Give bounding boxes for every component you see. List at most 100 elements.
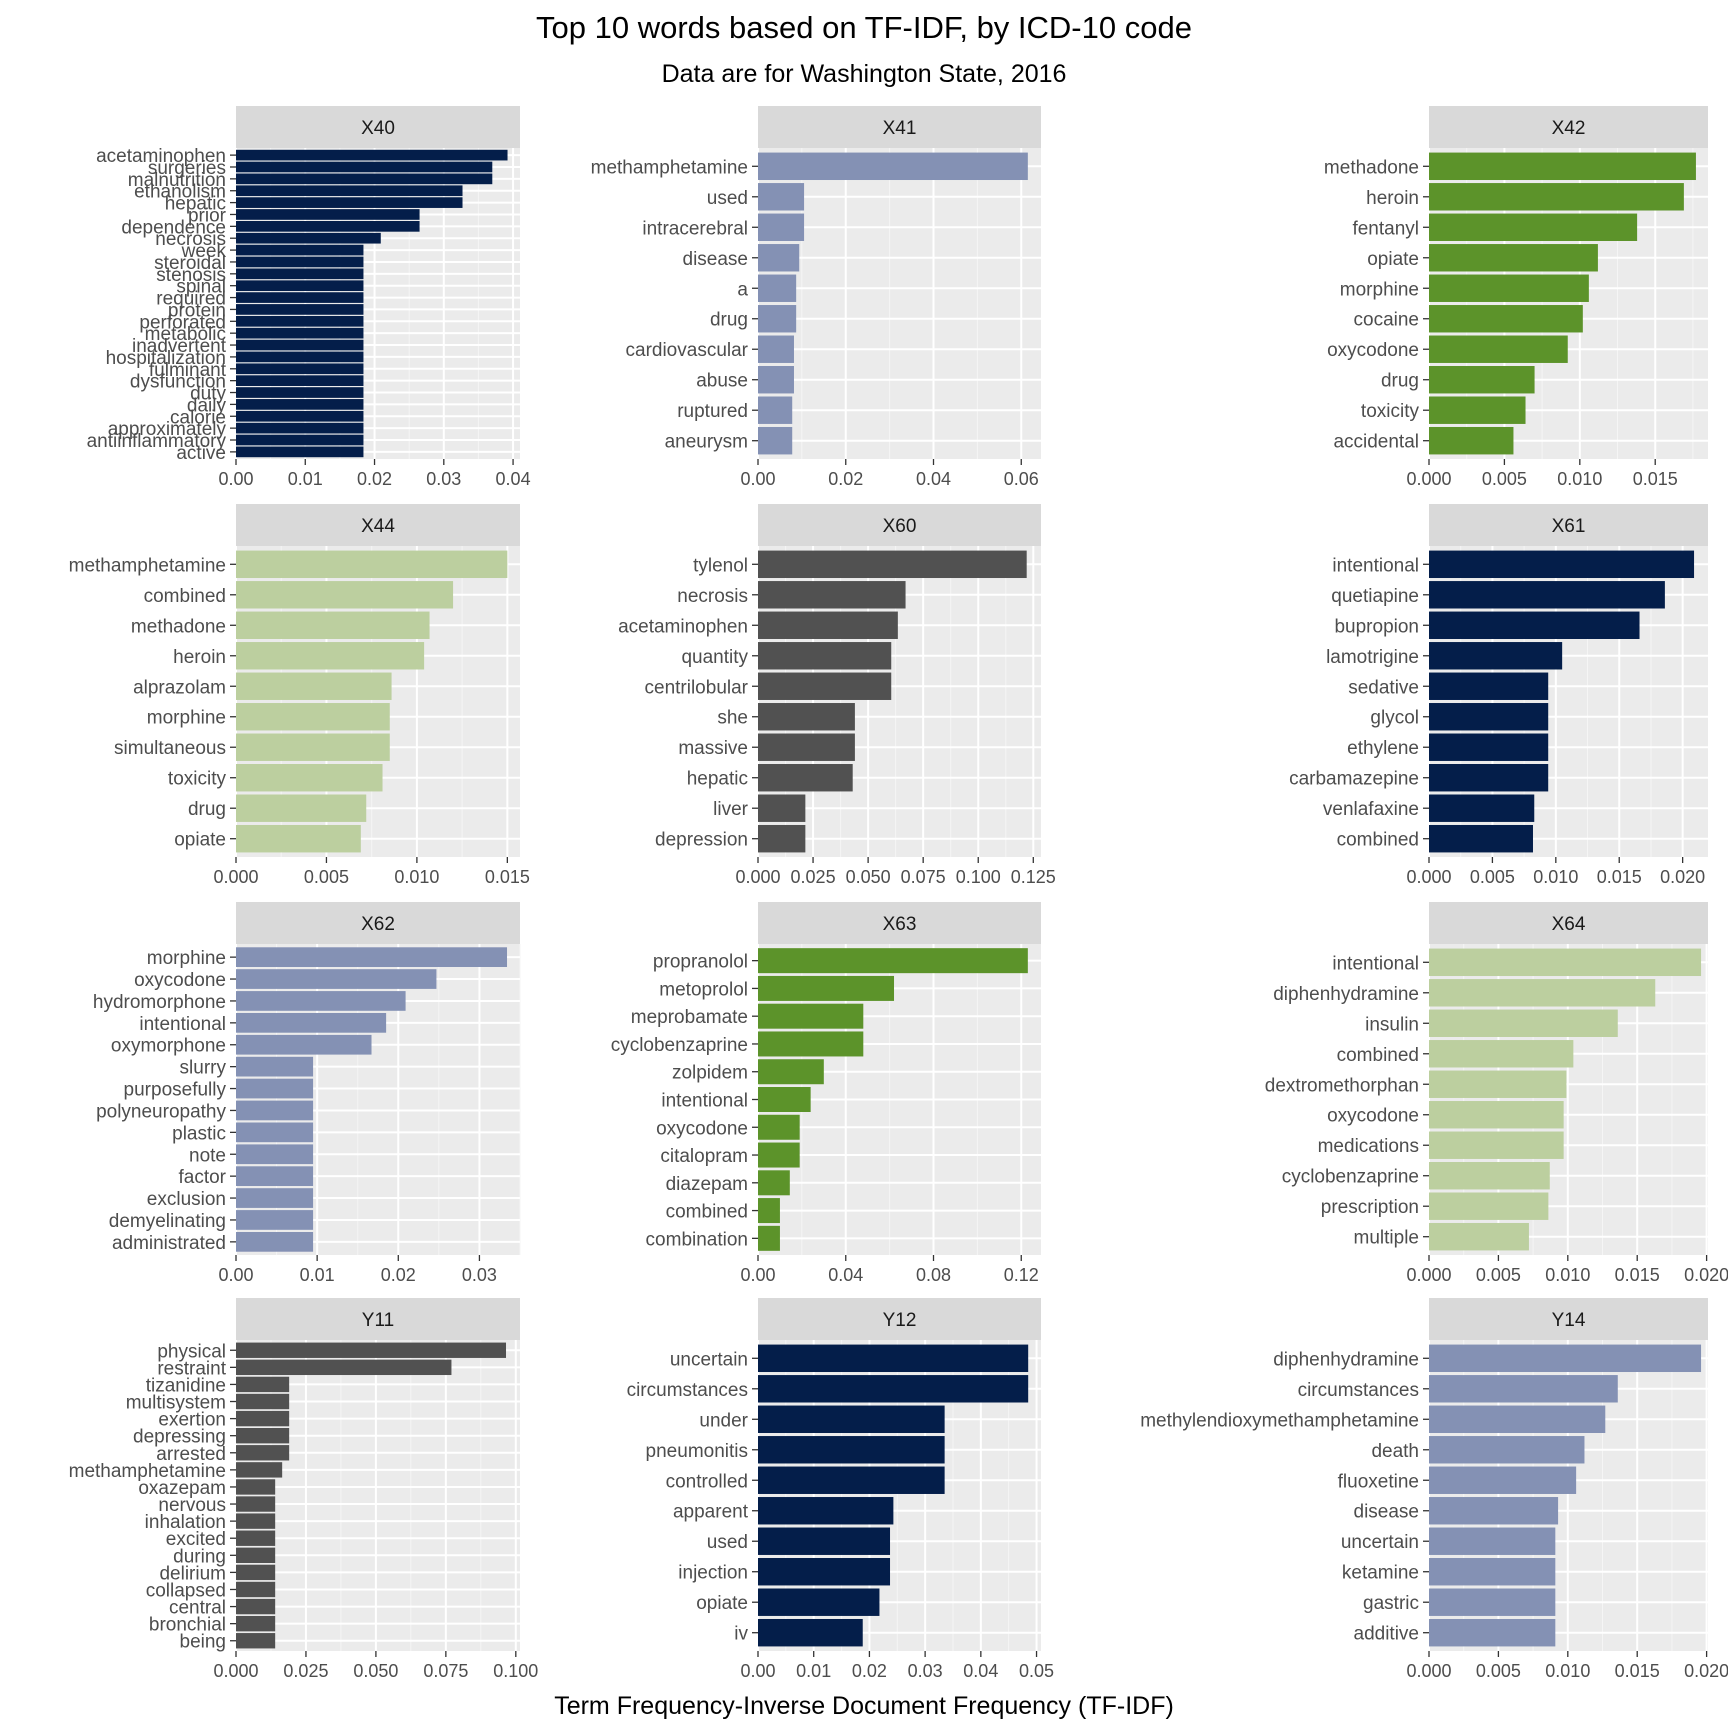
bar-death (1429, 1436, 1585, 1464)
bar-methamphetamine (758, 152, 1028, 181)
panel-x41: X41 methamphetamine used intracerebral disea… (591, 106, 1041, 489)
bar-inhalation (236, 1513, 276, 1529)
category-label: venlafaxine (1323, 799, 1419, 820)
bar-methamphetamine (236, 550, 508, 579)
bar-excited (236, 1530, 276, 1546)
category-label: ethylene (1347, 738, 1419, 759)
category-label: physical (157, 1341, 226, 1362)
panel-strip (758, 504, 1041, 546)
category-label: drug (188, 799, 226, 820)
bar-factor (236, 1166, 314, 1187)
bar-gastric (1429, 1588, 1556, 1616)
category-label: calorie (170, 407, 226, 428)
bar-during (236, 1547, 276, 1563)
category-label: zolpidem (672, 1063, 748, 1084)
x-tick-label: 0.02 (828, 469, 863, 489)
panel-strip (1429, 504, 1708, 546)
category-label: purposefully (124, 1080, 227, 1101)
x-tick-label: 0.075 (901, 867, 946, 887)
x-tick-label: 0.03 (462, 1265, 497, 1285)
bar-exclusion (236, 1188, 314, 1208)
bar-tylenol (758, 550, 1027, 579)
category-label: used (707, 188, 748, 209)
x-tick-label: 0.04 (916, 469, 951, 489)
bar-tizanidine (236, 1376, 290, 1393)
x-tick-label: 0.015 (485, 867, 530, 887)
bar-sedative (1429, 672, 1549, 700)
panel-strip-label: X60 (883, 516, 917, 537)
x-tick-label: 0.020 (1660, 867, 1705, 887)
bar-malnutrition (236, 173, 493, 185)
bar-prior (236, 209, 420, 220)
category-label: hydromorphone (93, 992, 226, 1013)
category-label: oxycodone (1327, 340, 1419, 361)
bar-used (758, 183, 805, 211)
x-tick-label: 0.00 (740, 469, 775, 489)
bar-hepatic (236, 197, 463, 208)
category-label: stenosis (156, 265, 226, 286)
category-label: protein (168, 300, 226, 321)
category-label: prior (188, 205, 227, 226)
category-label: depressing (133, 1427, 226, 1448)
category-label: intracerebral (642, 218, 748, 239)
category-label: cocaine (1354, 310, 1420, 331)
category-label: exclusion (147, 1189, 226, 1210)
bar-acetaminophen (236, 149, 508, 161)
panel-strip-label: X61 (1552, 516, 1586, 537)
category-label: fluoxetine (1338, 1471, 1419, 1492)
panel-strip-label: X63 (883, 914, 917, 935)
bar-stenosis (236, 268, 364, 280)
category-label: intentional (1332, 953, 1419, 974)
bar-combination (758, 1225, 780, 1251)
bar-metoprolol (758, 975, 895, 1001)
category-label: collapsed (146, 1580, 226, 1601)
category-label: cyclobenzaprine (1282, 1167, 1419, 1188)
bar-intentional (1429, 550, 1695, 579)
category-label: oxycodone (134, 970, 226, 991)
category-label: opiate (1367, 249, 1419, 270)
category-label: central (169, 1598, 226, 1619)
bar-toxicity (1429, 396, 1526, 424)
panel-strip-label: X40 (361, 118, 395, 139)
bar-controlled (758, 1466, 945, 1494)
bar-purposefully (236, 1078, 314, 1099)
x-tick-label: 0.03 (908, 1661, 943, 1681)
bar-ruptured (758, 396, 793, 424)
category-label: uncertain (1341, 1532, 1419, 1553)
x-tick-label: 0.01 (796, 1661, 831, 1681)
panel-x64: X64 intentional diphenhydramine insulin comb… (1265, 902, 1728, 1285)
bar-circumstances (1429, 1375, 1618, 1403)
category-label: oxymorphone (111, 1036, 226, 1057)
panel-x62: X62 morphineoxycodonehydromorphoneintenti… (93, 902, 521, 1285)
bar-oxazepam (236, 1479, 276, 1495)
bar-quetiapine (1429, 581, 1665, 609)
x-tick-label: 0.010 (1545, 1265, 1590, 1285)
category-label: surgeries (148, 158, 226, 179)
category-label: during (173, 1546, 226, 1567)
category-label: bronchial (149, 1615, 226, 1636)
bar-injection (758, 1558, 891, 1586)
x-tick-label: 0.01 (300, 1265, 335, 1285)
panel-strip-label: X41 (883, 118, 917, 139)
category-label: nervous (158, 1495, 226, 1516)
category-label: quantity (681, 647, 748, 668)
bar-cocaine (1429, 305, 1583, 333)
category-label: week (181, 241, 227, 262)
bar-uncertain (1429, 1527, 1556, 1555)
bar-cardiovascular (758, 335, 794, 363)
bar-aneurysm (758, 426, 793, 455)
category-label: tylenol (693, 555, 748, 576)
bar-bronchial (236, 1615, 276, 1632)
category-label: prescription (1321, 1197, 1419, 1218)
category-label: used (707, 1532, 748, 1553)
category-label: pneumonitis (646, 1441, 748, 1462)
category-label: hospitalization (106, 348, 226, 369)
category-label: uncertain (670, 1349, 748, 1370)
x-tick-label: 0.00 (740, 1265, 775, 1285)
bar-opiate (1429, 244, 1598, 272)
bar-ethanolism (236, 185, 463, 197)
x-tick-label: 0.010 (1545, 1661, 1590, 1681)
bar-toxicity (236, 764, 383, 792)
panel-strip (1429, 106, 1708, 148)
x-tick-label: 0.000 (1406, 867, 1451, 887)
